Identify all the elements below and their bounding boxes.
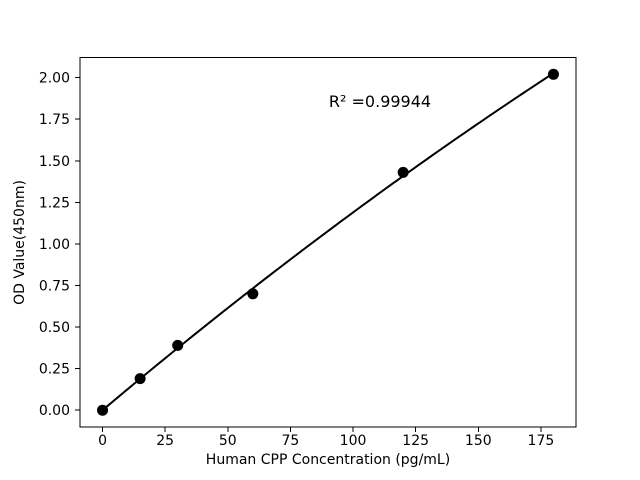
x-tick-label: 150 <box>465 433 492 449</box>
y-tick-label: 1.00 <box>39 237 70 253</box>
y-tick-label: 0.25 <box>39 362 70 378</box>
data-points <box>97 68 559 416</box>
x-axis-ticks: 0 25 50 75 100 125 150 175 <box>98 427 554 449</box>
x-tick-label: 25 <box>156 433 174 449</box>
y-axis-label: OD Value(450nm) <box>12 180 28 305</box>
x-tick-label: 175 <box>528 433 555 449</box>
y-axis-ticks: 0.00 0.25 0.50 0.75 1.00 1.25 1.50 1.75 2.00 <box>39 71 80 419</box>
y-tick-label: 0.50 <box>39 320 70 336</box>
plot-border <box>79 57 577 428</box>
data-point <box>172 339 184 351</box>
y-tick-label: 2.00 <box>39 71 70 87</box>
y-tick-label: 1.25 <box>39 195 70 211</box>
x-tick-label: 75 <box>282 433 300 449</box>
x-tick-label: 50 <box>219 433 237 449</box>
x-axis-label: Human CPP Concentration (pg/mL) <box>206 452 450 468</box>
x-tick-label: 0 <box>98 433 107 449</box>
r2-annotation: R² =0.99944 <box>329 92 431 111</box>
x-tick-label: 125 <box>402 433 429 449</box>
data-point <box>547 68 559 80</box>
y-tick-label: 0.00 <box>39 403 70 419</box>
y-tick-label: 1.50 <box>39 154 70 170</box>
data-point <box>97 404 109 416</box>
y-tick-label: 1.75 <box>39 112 70 128</box>
data-point <box>397 166 409 178</box>
data-point <box>247 288 259 300</box>
fit-line <box>101 72 555 412</box>
y-tick-label: 0.75 <box>39 278 70 294</box>
x-tick-label: 100 <box>340 433 367 449</box>
data-point <box>134 373 146 385</box>
